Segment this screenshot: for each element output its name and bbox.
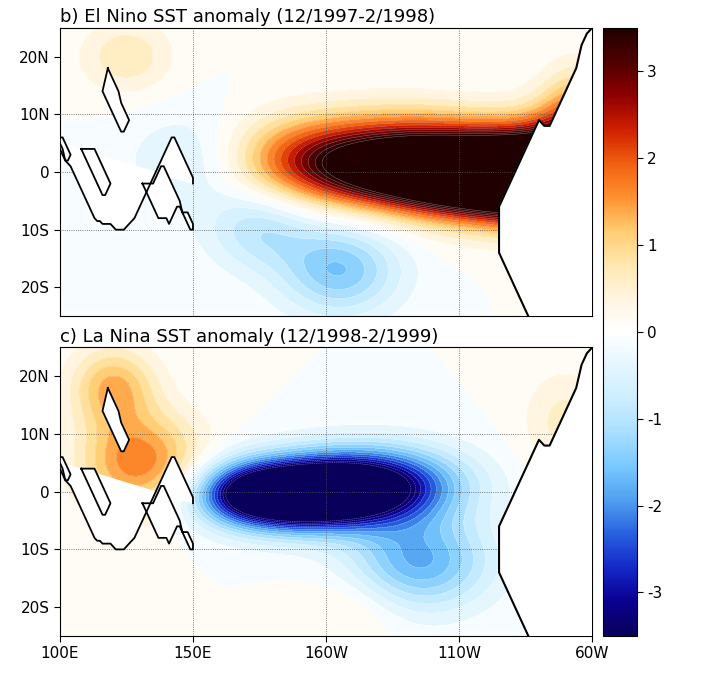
Polygon shape	[102, 68, 129, 131]
Text: b) El Nino SST anomaly (12/1997-2/1998): b) El Nino SST anomaly (12/1997-2/1998)	[60, 8, 435, 26]
Polygon shape	[81, 149, 111, 195]
Polygon shape	[142, 166, 193, 229]
Polygon shape	[499, 28, 592, 316]
Polygon shape	[81, 468, 111, 515]
Polygon shape	[60, 457, 70, 480]
Polygon shape	[142, 486, 193, 549]
Text: c) La Nina SST anomaly (12/1998-2/1999): c) La Nina SST anomaly (12/1998-2/1999)	[60, 328, 439, 346]
Polygon shape	[60, 138, 193, 229]
Polygon shape	[102, 388, 129, 451]
Polygon shape	[60, 457, 193, 549]
Polygon shape	[499, 348, 592, 636]
Polygon shape	[60, 138, 70, 161]
